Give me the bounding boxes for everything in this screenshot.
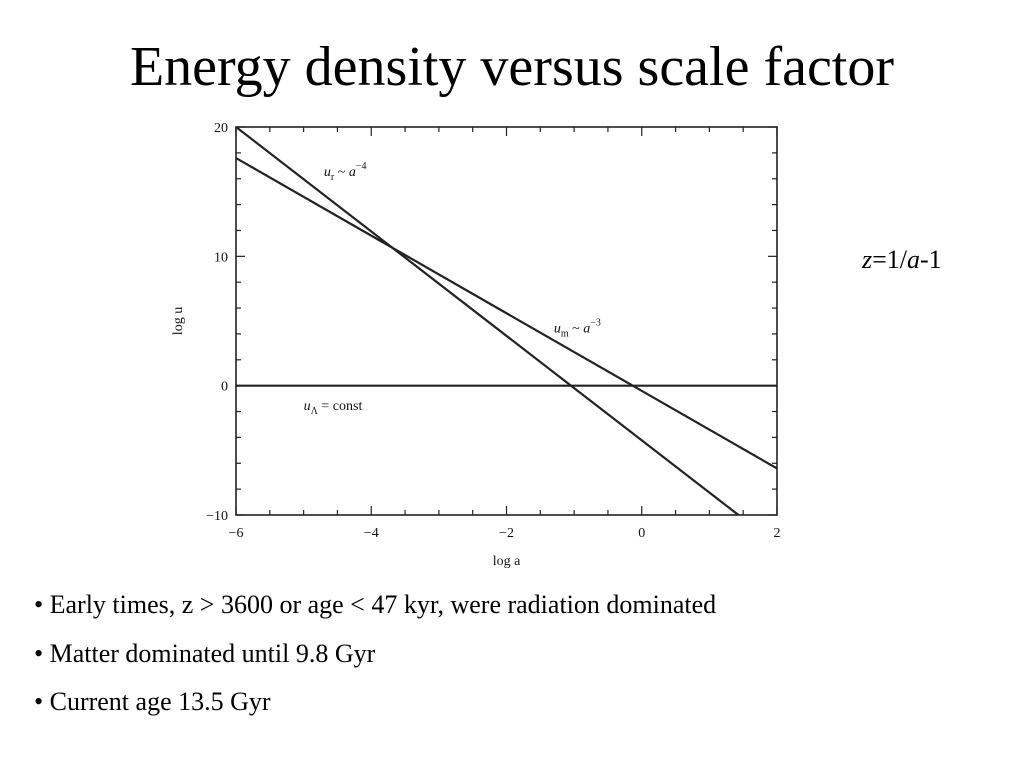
y-tick-label: 10	[214, 250, 228, 265]
y-tick-label: 0	[221, 380, 228, 395]
redshift-formula: z=1/a-1	[862, 245, 942, 275]
x-tick-label: −2	[499, 526, 514, 541]
y-tick-label: −10	[206, 509, 228, 524]
x-tick-label: −6	[229, 526, 244, 541]
bullet-list: Early times, z > 3600 or age < 47 kyr, w…	[34, 590, 717, 736]
curve-annotation: ur ~ a−4	[324, 161, 367, 183]
x-axis-label: log a	[493, 554, 521, 569]
series-line	[236, 157, 777, 470]
curve-annotation: um ~ a−3	[554, 318, 601, 340]
y-axis-label: log u	[171, 307, 186, 335]
bullet-item: Matter dominated until 9.8 Gyr	[34, 639, 716, 669]
formula-a: a	[907, 245, 921, 274]
curve-annotation: uΛ = const	[304, 399, 363, 417]
series-line	[236, 127, 740, 515]
energy-density-chart: −6 −4 −2 0 2 −10 0 10 20 log a log u ur ~ a−4 um ~ a…	[171, 121, 781, 569]
formula-minus: -1	[920, 245, 942, 274]
x-tick-label: 0	[638, 526, 645, 541]
formula-z: z	[862, 245, 873, 274]
slide-title: Energy density versus scale factor	[129, 36, 895, 98]
y-tick-label: 20	[214, 121, 228, 136]
plot-frame	[235, 126, 778, 516]
x-tick-label: −4	[364, 526, 379, 541]
formula-eq: =1/	[872, 245, 908, 274]
x-tick-label: 2	[774, 526, 781, 541]
bullet-item: Early times, z > 3600 or age < 47 kyr, w…	[34, 590, 717, 620]
bullet-item: Current age 13.5 Gyr	[34, 687, 716, 717]
